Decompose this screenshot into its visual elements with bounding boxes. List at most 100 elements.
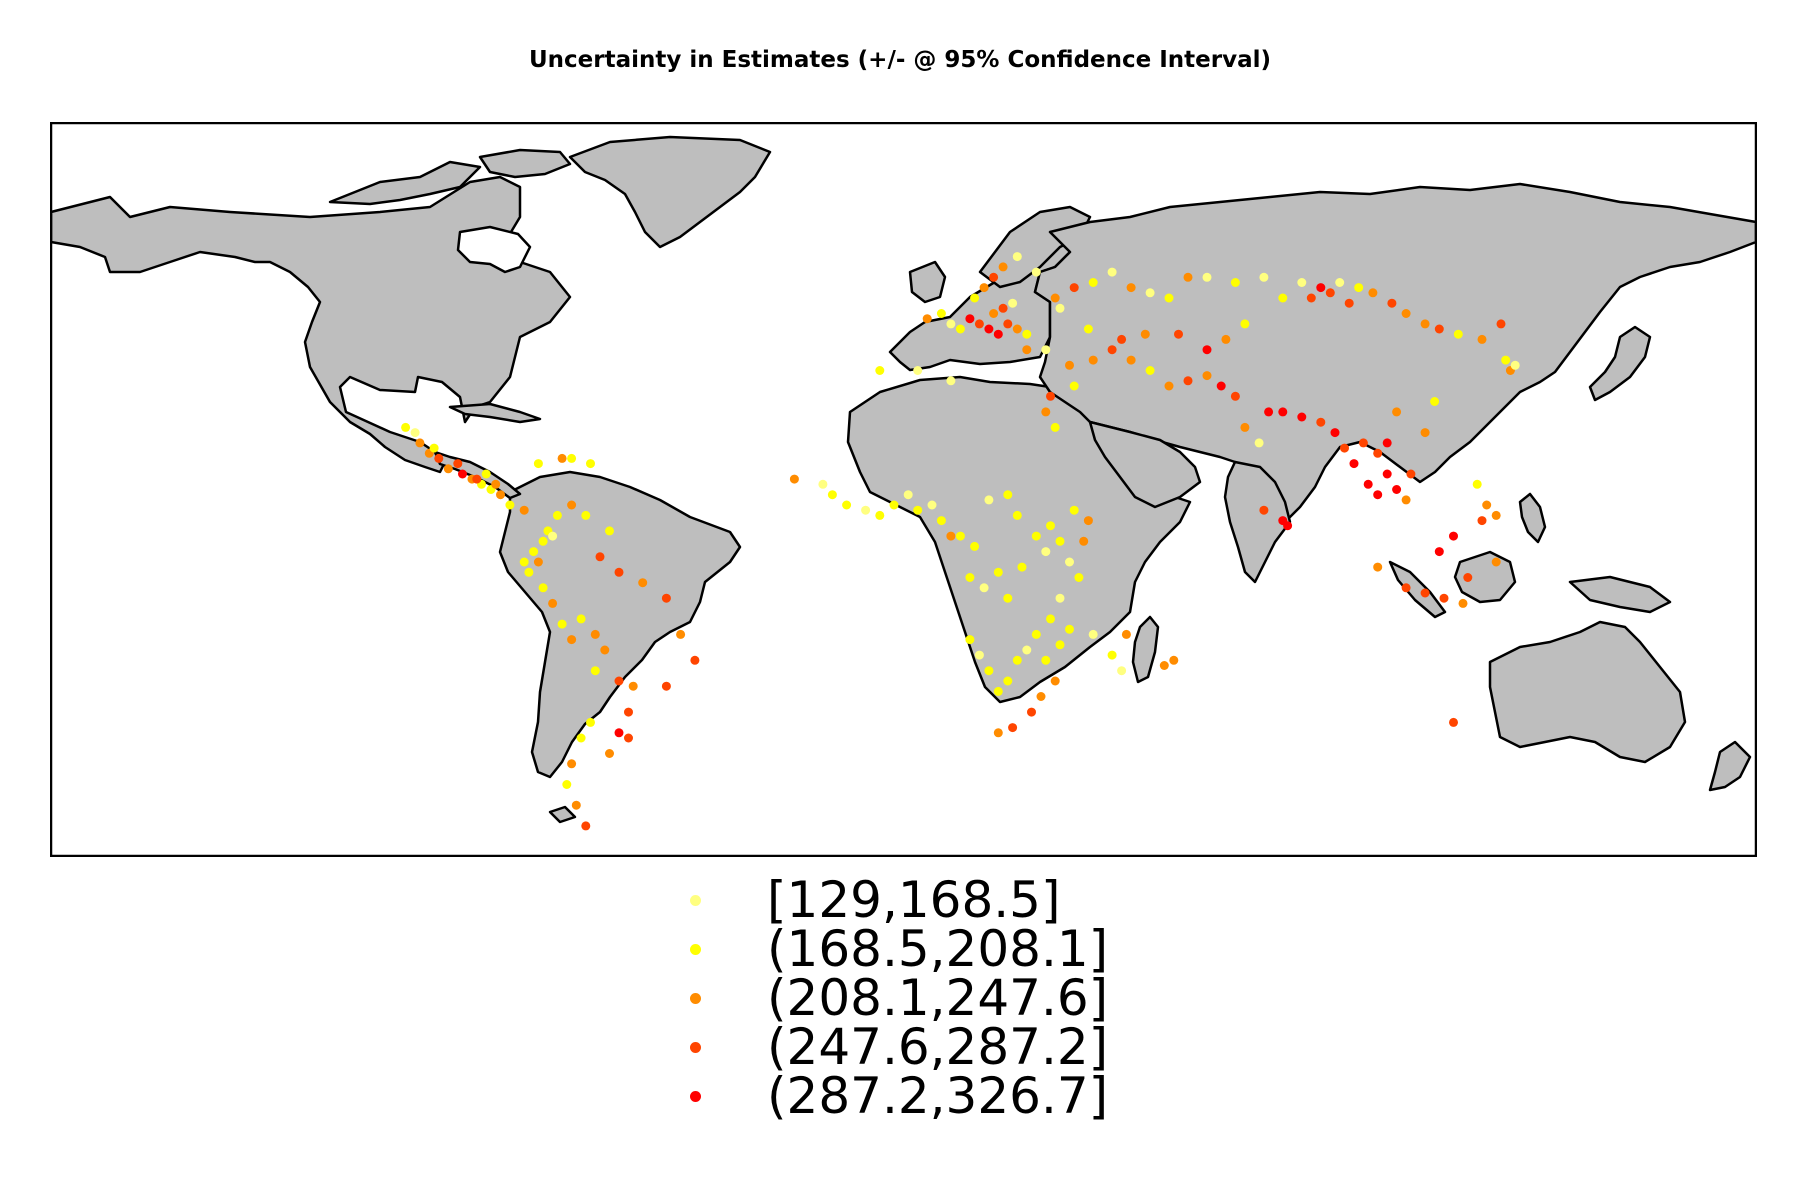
data-point [955,531,965,541]
borneo [1453,550,1517,604]
data-point [1463,573,1473,582]
data-point [1349,459,1359,469]
cuba [448,402,542,424]
greenland [568,135,772,249]
data-point [628,681,638,691]
data-point [1259,272,1269,282]
data-point [1358,438,1368,448]
legend-marker [690,1091,701,1102]
legend-marker [690,1042,701,1053]
data-point [1477,334,1487,344]
data-point [913,505,923,515]
data-point [1230,278,1240,287]
data-point [605,749,614,758]
data-point [1117,334,1127,344]
data-point [989,272,999,282]
data-point [946,376,956,386]
points-layer [401,252,1520,831]
data-point [624,733,633,743]
data-point [1354,283,1364,293]
data-point [472,474,482,484]
map-canvas [50,122,1757,857]
legend-marker [690,944,701,955]
data-point [1392,485,1402,494]
data-point [1012,252,1022,262]
data-point [1382,469,1392,479]
data-point [1022,329,1032,339]
data-point [993,686,1003,696]
data-point [1316,283,1326,293]
data-point [1031,629,1041,639]
data-point [1107,267,1117,277]
data-point [1264,407,1274,417]
data-point [1401,495,1411,505]
data-point [1510,360,1520,370]
data-point [1449,531,1458,541]
data-point [519,505,529,515]
data-point [567,500,577,510]
data-point [1107,345,1117,355]
data-point [519,557,529,567]
data-point [567,635,577,645]
data-point [1003,490,1013,500]
data-point [505,500,515,510]
data-point [1316,417,1326,427]
data-point [557,453,567,463]
data-point [1065,557,1074,567]
sumatra [1388,560,1447,619]
data-point [1373,490,1383,500]
data-point [875,510,885,520]
data-point [1477,516,1487,526]
asia [1033,182,1757,524]
data-point [984,324,994,334]
data-point [1046,614,1055,624]
data-point [1453,329,1463,339]
data-point [1164,381,1174,391]
data-point [1027,707,1036,717]
legend-label: (168.5,208.1] [767,920,1109,978]
data-point [1373,448,1383,458]
data-point [533,557,543,567]
data-point [571,800,581,810]
data-point [1050,293,1060,303]
data-point [524,567,534,577]
data-point [1434,324,1444,334]
data-point [1430,397,1440,406]
data-point [410,428,420,438]
data-point [965,314,975,324]
data-point [1325,288,1335,298]
data-point [1008,723,1018,733]
data-point [415,438,425,448]
data-point [552,510,562,520]
data-point [1012,324,1022,334]
data-point [1083,324,1093,334]
data-point [827,490,837,500]
legend-marker [690,993,701,1004]
data-point [1420,588,1430,598]
land-layer [50,135,1757,824]
data-point [1088,629,1098,639]
tierra-del-fuego [548,805,577,824]
data-point [1420,319,1430,329]
data-point [576,614,586,624]
data-point [1259,505,1269,515]
data-point [1278,407,1288,417]
data-point [1046,521,1055,531]
data-point [818,479,828,489]
data-point [984,666,994,676]
data-point [993,728,1003,738]
data-point [1283,521,1293,531]
map-border [50,122,1757,857]
data-point [1278,293,1288,303]
data-point [586,459,595,469]
data-point [1041,547,1051,557]
data-point [638,578,648,588]
data-point [567,759,577,769]
world-map [50,122,1757,857]
data-point [889,500,899,510]
data-point [1240,422,1250,432]
legend-label: (208.1,247.6] [767,969,1109,1027]
data-point [1079,536,1089,546]
data-point [1041,655,1051,665]
data-point [1140,329,1150,339]
